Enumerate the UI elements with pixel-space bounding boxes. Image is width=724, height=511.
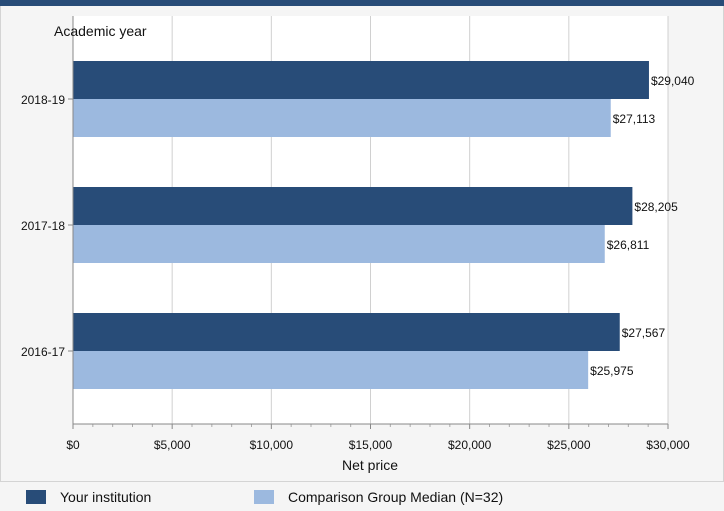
- bar: [73, 187, 633, 225]
- legend-label-comparison-group: Comparison Group Median (N=32): [288, 489, 504, 505]
- legend-item-your-institution: Your institution: [26, 489, 151, 505]
- y-axis-title: Academic year: [54, 23, 147, 39]
- bar: [73, 99, 611, 137]
- legend-swatch-your-institution: [26, 490, 46, 504]
- x-tick-label: $0: [66, 438, 80, 452]
- bar-value-label: $27,567: [622, 326, 666, 340]
- bar: [73, 61, 649, 99]
- x-tick-label: $20,000: [448, 438, 492, 452]
- bar: [73, 313, 620, 351]
- bar-value-label: $27,113: [613, 112, 656, 126]
- axes: $0 $5,000 $10,000 $15,000 $20,000 $25,000 $30,…: [21, 16, 690, 452]
- bar-value-label: $25,975: [590, 364, 634, 378]
- header-bar: [0, 0, 724, 6]
- bar-value-label: $26,811: [607, 238, 650, 252]
- x-tick-label: $10,000: [250, 438, 294, 452]
- x-tick-label: $25,000: [547, 438, 591, 452]
- bar-value-label: $29,040: [651, 74, 695, 88]
- x-tick-label: $5,000: [154, 438, 191, 452]
- bar-value-label: $28,205: [634, 200, 678, 214]
- x-tick-label: $30,000: [646, 438, 690, 452]
- x-axis-title: Net price: [342, 457, 398, 473]
- y-tick-label: 2018-19: [21, 93, 65, 107]
- legend-swatch-comparison-group: [254, 490, 274, 504]
- bar: [73, 351, 589, 389]
- legend-label-your-institution: Your institution: [60, 489, 152, 505]
- x-tick-label: $15,000: [349, 438, 393, 452]
- legend: Your institution Comparison Group Median…: [0, 481, 724, 511]
- bar: [73, 225, 605, 263]
- bars: $29,040 $27,113 $28,205 $26,811 $27,567 $25,9…: [73, 61, 695, 389]
- net-price-chart: $29,040 $27,113 $28,205 $26,811 $27,567 $25,9…: [21, 16, 695, 473]
- y-tick-label: 2017-18: [21, 219, 65, 233]
- y-tick-label: 2016-17: [21, 345, 65, 359]
- legend-item-comparison-group: Comparison Group Median (N=32): [254, 489, 503, 505]
